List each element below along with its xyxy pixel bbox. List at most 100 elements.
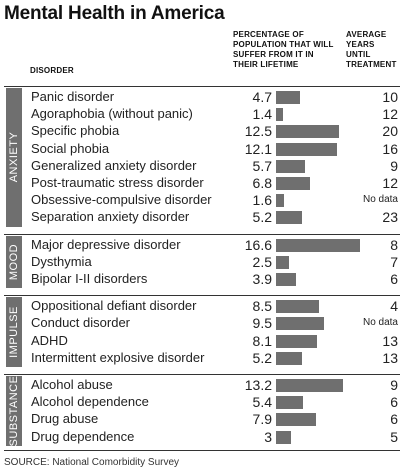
percentage-header-line: THEIR LIFETIME (233, 60, 299, 69)
disorder-name: Separation anxiety disorder (31, 209, 190, 225)
percentage-value: 5.2 (252, 209, 272, 226)
years-header-line: AVERAGE (346, 30, 387, 39)
percentage-bar (276, 379, 343, 392)
chart-title: Mental Health in America (4, 3, 225, 24)
disorder-name: Major depressive disorder (31, 236, 181, 252)
percentage-bar (276, 211, 303, 225)
percentage-bar (276, 177, 311, 190)
percentage-bar (276, 396, 304, 410)
years-until-treatment: 6 (390, 271, 398, 287)
disorder-name: Panic disorder (31, 89, 115, 104)
percentage-bar (276, 159, 305, 173)
disorder-name: Bipolar I-II disorders (31, 271, 148, 286)
group-label-text: IMPULSE (8, 306, 20, 358)
group-label-text: MOOD (8, 243, 20, 281)
percentage-bar (276, 334, 317, 348)
disorder-name: Post-traumatic stress disorder (31, 175, 204, 190)
years-header-line: YEARS (346, 40, 375, 49)
years-until-treatment: 20 (382, 123, 398, 140)
years-until-treatment: 12 (382, 106, 398, 123)
percentage-header-line: PERCENTAGE OF (233, 30, 304, 39)
percentage-bar (276, 238, 360, 252)
percentage-bar (276, 351, 303, 365)
disorder-name: Alcohol dependence (31, 394, 149, 410)
percentage-bar (276, 413, 316, 427)
percentage-value: 3.9 (252, 271, 272, 287)
percentage-value: 12.1 (244, 140, 272, 157)
group-label-text: ANXIETY (8, 132, 20, 183)
group-divider (4, 233, 400, 235)
disorder-name: Generalized anxiety disorder (31, 157, 197, 173)
disorder-name: Drug abuse (31, 411, 99, 427)
disorder-name: Agoraphobia (without panic) (31, 106, 193, 122)
percentage-bar (276, 194, 285, 208)
percentage-bar (276, 430, 292, 444)
percentage-value: 5.7 (252, 157, 272, 174)
years-until-treatment: No data (362, 194, 398, 206)
percentage-bar (276, 317, 325, 331)
percentage-header-line: POPULATION THAT WILL (233, 40, 334, 49)
years-until-treatment: 16 (382, 140, 398, 157)
disorder-name: Social phobia (31, 140, 110, 156)
years-until-treatment: 6 (390, 394, 398, 411)
disorder-name: Conduct disorder (31, 315, 130, 331)
percentage-bar (276, 91, 300, 104)
group-divider (4, 86, 400, 87)
disorder-column-header: DISORDER (30, 66, 74, 75)
percentage-bar (276, 255, 289, 269)
years-until-treatment: 5 (390, 428, 398, 445)
disorder-name: Intermittent explosive disorder (31, 349, 205, 365)
years-until-treatment: 9 (390, 377, 398, 393)
percentage-value: 4.7 (252, 89, 272, 105)
source-note: SOURCE: National Comorbidity Survey (4, 457, 180, 468)
years-column-header: AVERAGE YEARS UNTIL TREATMENT (346, 30, 404, 70)
percentage-value: 5.4 (252, 394, 272, 411)
disorder-name: Obsessive-compulsive disorder (31, 192, 212, 208)
percentage-value: 13.2 (244, 377, 272, 393)
percentage-bar (276, 273, 296, 286)
percentage-value: 12.5 (244, 123, 272, 140)
percentage-header-line: SUFFER FROM IT IN (233, 50, 314, 59)
percentage-value: 5.2 (252, 349, 272, 366)
years-header-line: TREATMENT (346, 60, 397, 69)
years-until-treatment: 12 (382, 175, 398, 191)
disorder-name: Drug dependence (31, 428, 135, 444)
years-until-treatment: 13 (382, 349, 398, 366)
group-label-impulse: IMPULSE (6, 297, 22, 367)
disorder-name: Dysthymia (31, 253, 92, 269)
percentage-bar (276, 300, 319, 314)
years-until-treatment: 8 (390, 236, 398, 253)
years-until-treatment: 23 (382, 209, 398, 226)
disorder-name: Alcohol abuse (31, 377, 113, 392)
percentage-value: 1.6 (252, 192, 272, 209)
disorder-name: ADHD (31, 332, 68, 348)
percentage-value: 3 (264, 428, 272, 445)
years-until-treatment: 7 (390, 253, 398, 270)
disorder-name: Oppositional defiant disorder (31, 298, 197, 314)
years-until-treatment: 9 (390, 157, 398, 174)
years-until-treatment: 4 (390, 298, 398, 315)
group-divider (4, 374, 400, 375)
percentage-value: 8.1 (252, 332, 272, 349)
years-until-treatment: No data (362, 317, 398, 329)
percentage-value: 16.6 (244, 236, 272, 253)
group-label-anxiety: ANXIETY (6, 88, 22, 227)
group-divider (4, 449, 400, 451)
disorder-name: Specific phobia (31, 123, 120, 139)
percentage-value: 7.9 (252, 411, 272, 428)
percentage-value: 6.8 (252, 175, 272, 191)
group-divider (4, 295, 400, 297)
group-label-substance: SUBSTANCE (6, 375, 22, 446)
percentage-value: 2.5 (252, 253, 272, 270)
percentage-value: 8.5 (252, 298, 272, 315)
percentage-bar (276, 142, 338, 156)
percentage-column-header: PERCENTAGE OF POPULATION THAT WILL SUFFE… (233, 30, 343, 70)
group-label-mood: MOOD (6, 235, 22, 289)
years-until-treatment: 6 (390, 411, 398, 428)
percentage-bar (276, 108, 284, 122)
percentage-bar (276, 125, 340, 139)
years-until-treatment: 10 (382, 89, 398, 105)
percentage-value: 9.5 (252, 315, 272, 332)
years-header-line: UNTIL (346, 50, 371, 59)
percentage-value: 1.4 (252, 106, 272, 123)
